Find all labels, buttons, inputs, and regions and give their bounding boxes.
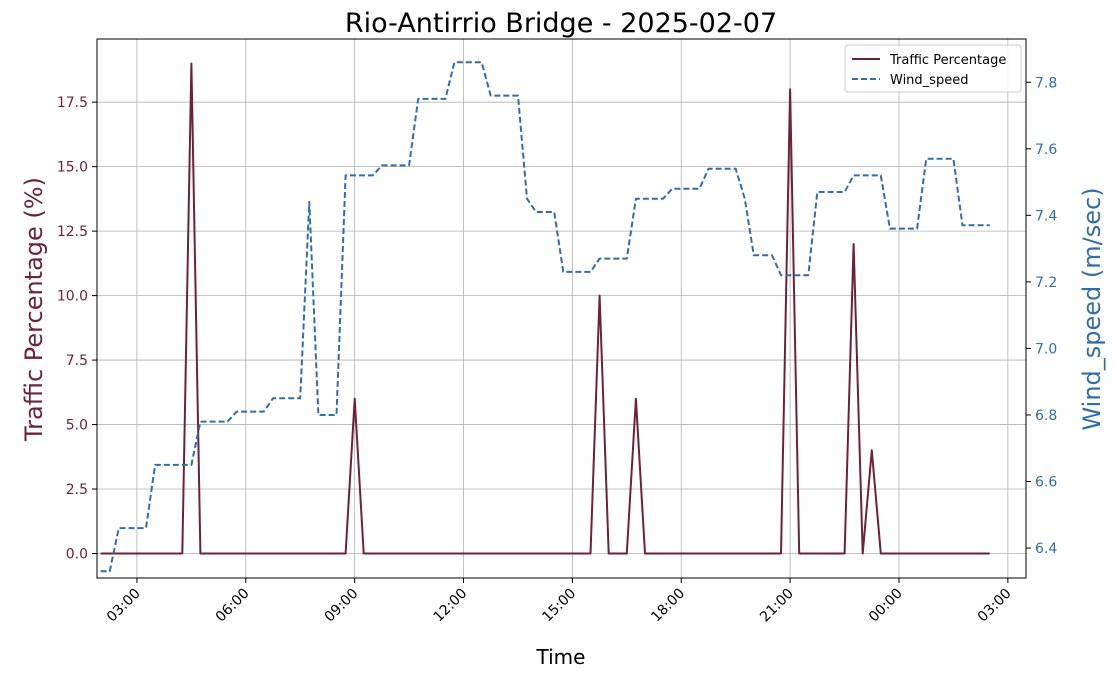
- series-layer: [100, 61, 990, 573]
- left-axis: 0.0 2.5 5.0 7.5 10.0 12.5 15.0 17.5: [57, 95, 97, 563]
- left-tick-label: 10.0: [57, 289, 88, 305]
- x-axis-title: Time: [536, 645, 586, 669]
- x-tick-label: 00:00: [866, 586, 906, 626]
- legend-label-traffic: Traffic Percentage: [889, 53, 1006, 68]
- right-axis: 6.4 6.6 6.8 7.0 7.2 7.4 7.6 7.8: [1026, 75, 1057, 557]
- series-line-wind: [100, 61, 990, 573]
- left-tick-label: 0.0: [66, 547, 88, 563]
- x-tick-label: 12:00: [430, 586, 470, 626]
- right-tick-label: 7.0: [1035, 341, 1057, 357]
- x-tick-label: 18:00: [648, 586, 688, 626]
- right-tick-label: 6.8: [1035, 408, 1057, 424]
- left-tick-label: 5.0: [66, 418, 88, 434]
- y-axis-right-title: Wind_speed (m/sec): [1078, 187, 1106, 430]
- right-tick-label: 7.2: [1035, 275, 1057, 291]
- x-tick-label: 06:00: [213, 586, 253, 626]
- left-tick-label: 17.5: [57, 95, 88, 111]
- grid: [97, 39, 1026, 578]
- right-tick-label: 7.6: [1035, 142, 1057, 158]
- right-tick-label: 7.8: [1035, 75, 1057, 91]
- left-tick-label: 2.5: [66, 482, 88, 498]
- x-axis: 03:00 06:00 09:00 12:00 15:00 18:00 21:00 00:00…: [104, 578, 1015, 625]
- legend-box: [844, 44, 1022, 93]
- x-tick-label: 03:00: [104, 586, 144, 626]
- legend-label-wind: Wind_speed: [890, 73, 968, 88]
- x-tick-label: 09:00: [322, 586, 362, 626]
- right-tick-label: 6.6: [1035, 475, 1057, 491]
- x-tick-label: 15:00: [539, 586, 579, 626]
- x-tick-label: 21:00: [757, 586, 797, 626]
- left-tick-label: 15.0: [57, 160, 88, 176]
- plot-frame: [96, 38, 1027, 579]
- left-tick-label: 7.5: [66, 353, 88, 369]
- legend: Traffic Percentage Wind_speed: [844, 44, 1022, 93]
- series-line-traffic: [100, 62, 990, 555]
- right-tick-label: 7.4: [1035, 208, 1057, 224]
- chart-title: Rio-Antirrio Bridge - 2025-02-07: [345, 8, 777, 39]
- x-tick-label: 03:00: [975, 586, 1015, 626]
- left-tick-label: 12.5: [57, 224, 88, 240]
- right-tick-label: 6.4: [1035, 541, 1057, 557]
- y-axis-left-title: Traffic Percentage (%): [20, 177, 48, 442]
